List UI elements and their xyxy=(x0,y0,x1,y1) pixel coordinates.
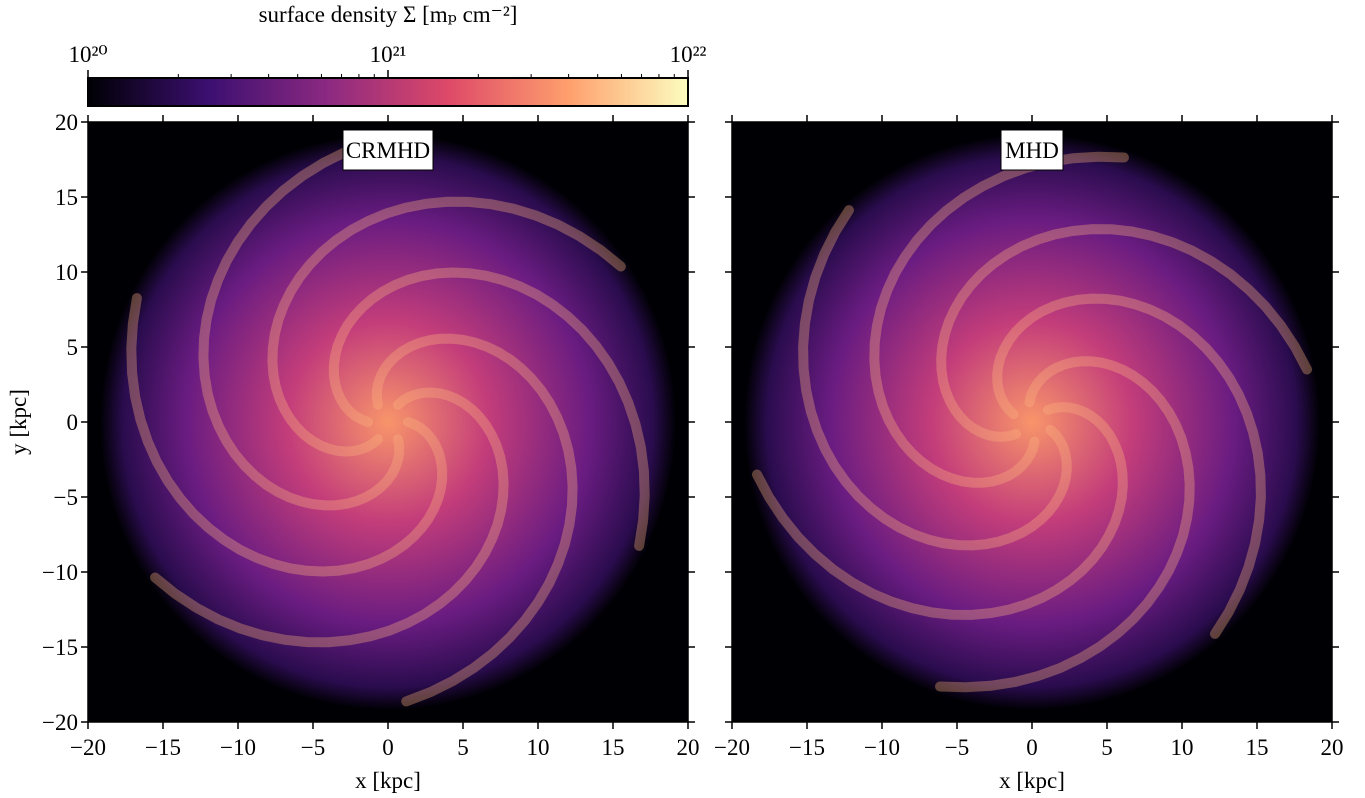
panel-title: MHD xyxy=(1005,138,1059,163)
x-tick-label: 10 xyxy=(1171,735,1194,760)
y-tick-label: 5 xyxy=(67,335,79,360)
x-tick-label: −20 xyxy=(70,735,106,760)
x-tick-label: 0 xyxy=(382,735,394,760)
x-axis-label: x [kpc] xyxy=(999,768,1065,793)
y-tick-label: 10 xyxy=(55,260,78,285)
x-tick-label: 20 xyxy=(677,735,700,760)
title-box xyxy=(342,129,434,171)
x-tick-label: 10 xyxy=(527,735,550,760)
x-tick-label: −20 xyxy=(714,735,750,760)
y-tick-label: 20 xyxy=(55,110,78,135)
spiral-arm xyxy=(798,205,1072,551)
y-tick-label: −15 xyxy=(42,635,78,660)
colorbar-tick-label: 10²² xyxy=(670,42,707,67)
x-tick-label: −10 xyxy=(864,735,900,760)
y-tick-label: −20 xyxy=(42,710,78,735)
x-tick-label: −10 xyxy=(220,735,256,760)
colorbar xyxy=(87,77,689,107)
y-axis-label: y [kpc] xyxy=(6,389,31,455)
x-tick-label: 5 xyxy=(457,735,469,760)
spiral-arm xyxy=(150,387,509,648)
spiral-arm xyxy=(992,293,1266,639)
y-tick-label: 15 xyxy=(55,185,78,210)
x-tick-label: 15 xyxy=(1246,735,1269,760)
colorbar-tick-label: 10²⁰ xyxy=(68,42,107,67)
colorbar-tick-label: 10²¹ xyxy=(370,42,407,67)
x-tick-label: −5 xyxy=(301,735,325,760)
spiral-arm xyxy=(752,402,1128,620)
y-tick-label: −10 xyxy=(42,560,78,585)
spiral-arm xyxy=(267,196,626,457)
colorbar-label: surface density Σ [mₚ cm⁻²] xyxy=(259,2,518,27)
x-tick-label: 15 xyxy=(602,735,625,760)
panel-title: CRMHD xyxy=(346,138,430,163)
spiral-arm xyxy=(935,356,1195,693)
x-tick-label: −15 xyxy=(789,735,825,760)
spiral-arm xyxy=(869,151,1129,488)
x-tick-label: −15 xyxy=(145,735,181,760)
spiral-arm xyxy=(198,137,405,511)
x-tick-label: −5 xyxy=(945,735,969,760)
y-tick-label: 0 xyxy=(67,410,79,435)
title-box xyxy=(1000,129,1064,171)
x-tick-label: 0 xyxy=(1026,735,1038,760)
spiral-arm xyxy=(371,333,578,707)
density-map xyxy=(744,134,1320,710)
density-map xyxy=(100,134,676,710)
x-tick-label: 5 xyxy=(1101,735,1113,760)
x-tick-label: 20 xyxy=(1321,735,1344,760)
spiral-arm xyxy=(328,267,650,551)
y-tick-label: −5 xyxy=(54,485,78,510)
spiral-arm xyxy=(126,293,448,577)
spiral-arm xyxy=(936,224,1312,442)
x-axis-label: x [kpc] xyxy=(355,768,421,793)
